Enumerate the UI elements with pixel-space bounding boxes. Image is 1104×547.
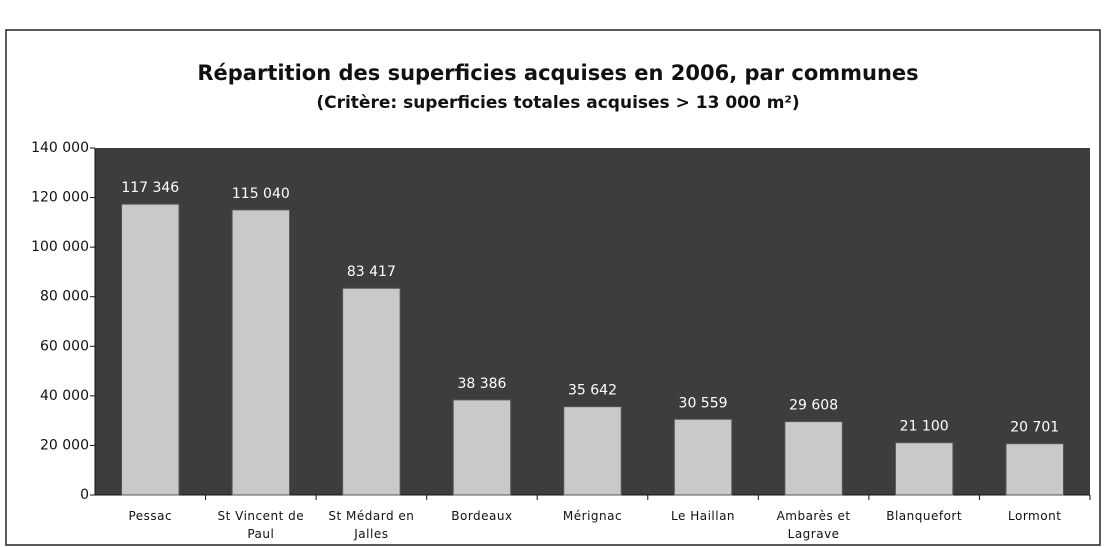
value-label: 35 642	[568, 383, 617, 399]
bar	[784, 421, 843, 496]
y-tick-label: 40 000	[40, 388, 89, 404]
bar	[121, 203, 180, 496]
x-tick-label: Bordeaux	[451, 509, 513, 523]
x-tick-label: Le Haillan	[671, 509, 736, 523]
chart-subtitle: (Critère: superficies totales acquises >…	[316, 93, 799, 113]
bar	[1005, 443, 1064, 496]
y-tick-label: 120 000	[31, 190, 89, 206]
bar	[342, 287, 401, 496]
y-tick-label: 60 000	[40, 338, 89, 354]
bar	[563, 406, 622, 496]
y-tick-label: 0	[80, 487, 89, 503]
y-tick-label: 20 000	[40, 437, 89, 453]
value-label: 29 608	[789, 398, 838, 414]
chart-title: Répartition des superficies acquises en …	[197, 61, 918, 85]
x-tick-label: Blanquefort	[886, 509, 963, 523]
value-label: 83 417	[347, 264, 396, 280]
x-tick-label: Pessac	[128, 509, 173, 523]
bar	[231, 209, 291, 496]
y-tick-label: 80 000	[40, 289, 89, 305]
x-tick-label: St Médard en Jalles	[328, 509, 415, 541]
bar	[894, 442, 954, 496]
value-label: 115 040	[232, 186, 290, 202]
value-label: 38 386	[457, 376, 506, 392]
bar	[452, 399, 512, 496]
value-label: 117 346	[121, 180, 179, 196]
bar	[673, 418, 733, 496]
y-tick-label: 100 000	[31, 239, 89, 255]
x-tick-label: Mérignac	[562, 509, 623, 523]
value-label: 21 100	[900, 419, 949, 435]
value-label: 30 559	[679, 395, 728, 411]
x-tick-label: Lormont	[1008, 509, 1062, 523]
x-tick-label: St Vincent de Paul	[217, 509, 305, 541]
x-tick-label: Ambarès et Lagrave	[776, 509, 851, 541]
y-tick-label: 140 000	[31, 140, 89, 156]
value-label: 20 701	[1010, 420, 1059, 436]
